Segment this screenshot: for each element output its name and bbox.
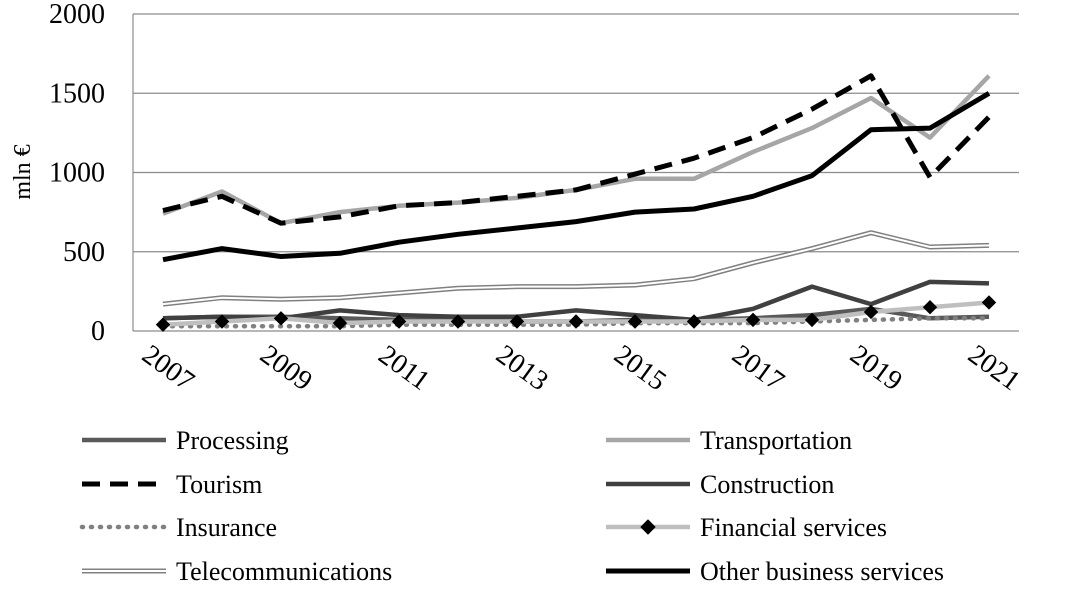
data-point xyxy=(981,295,997,310)
data-point xyxy=(568,314,584,329)
legend-label: Transportation xyxy=(700,426,852,455)
series-line xyxy=(162,73,991,226)
series-financial-services xyxy=(155,295,997,332)
data-point xyxy=(804,312,820,328)
legend-item-processing: Processing xyxy=(82,426,289,455)
data-point xyxy=(214,314,230,329)
legend-item-tourism: Tourism xyxy=(82,470,262,499)
legend: Processing Transportation Tourism Construct… xyxy=(79,426,944,586)
x-tick-label: 2011 xyxy=(373,339,436,396)
legend-label: Construction xyxy=(700,470,834,499)
legend-item-construction: Construction xyxy=(606,470,834,499)
x-tick-label: 2015 xyxy=(608,339,672,397)
legend-marker xyxy=(640,519,656,535)
series-line xyxy=(162,279,990,323)
data-point xyxy=(273,311,289,326)
data-point xyxy=(391,314,407,329)
series-line-outer xyxy=(162,230,990,307)
legend-item-financial-services: Financial services xyxy=(606,513,887,542)
y-tick-label: 1000 xyxy=(49,158,105,189)
y-tick-label: 1500 xyxy=(49,78,105,109)
series-line-inner xyxy=(162,231,990,306)
x-tick-labels: 2007 2009 2011 2013 2015 2017 2019 2021 xyxy=(136,339,1026,397)
x-tick-label: 2021 xyxy=(962,339,1026,397)
data-point xyxy=(155,317,171,332)
legend-label: Financial services xyxy=(700,513,887,542)
series-other-business-services xyxy=(162,91,991,263)
y-axis-label: mln € xyxy=(10,144,36,199)
data-point xyxy=(450,314,466,329)
legend-label: Processing xyxy=(176,426,289,455)
legend-label: Other business services xyxy=(700,557,944,586)
series-telecommunications xyxy=(162,230,990,307)
y-tick-label: 500 xyxy=(63,237,105,268)
y-tick-labels: 0 500 1000 1500 2000 xyxy=(49,0,105,347)
data-point xyxy=(332,315,348,331)
y-tick-label: 2000 xyxy=(49,0,105,30)
legend-item-transportation: Transportation xyxy=(606,426,852,455)
series-line xyxy=(162,74,991,226)
legend-item-telecommunications: Telecommunications xyxy=(82,557,392,586)
axes xyxy=(132,14,1019,332)
x-tick-label: 2013 xyxy=(490,339,554,397)
legend-label: Tourism xyxy=(176,470,262,499)
x-tick-label: 2019 xyxy=(844,339,908,397)
x-tick-label: 2017 xyxy=(726,339,790,397)
data-point xyxy=(686,314,702,329)
legend-label: Telecommunications xyxy=(176,557,392,586)
data-point xyxy=(863,304,879,320)
x-tick-label: 2009 xyxy=(254,339,318,397)
data-point xyxy=(509,314,525,329)
data-point xyxy=(627,314,643,329)
y-tick-label: 0 xyxy=(91,316,105,347)
series-lines xyxy=(155,73,997,332)
legend-item-other-business-services: Other business services xyxy=(606,557,944,586)
legend-item-insurance: Insurance xyxy=(79,513,277,542)
legend-label: Insurance xyxy=(176,513,277,542)
data-point xyxy=(922,300,938,315)
data-point xyxy=(745,312,761,328)
x-tick-label: 2007 xyxy=(136,339,200,397)
series-construction xyxy=(162,279,990,323)
gridlines xyxy=(133,13,1019,253)
series-line xyxy=(162,91,991,263)
series-tourism xyxy=(162,73,991,226)
series-transportation xyxy=(162,74,991,226)
